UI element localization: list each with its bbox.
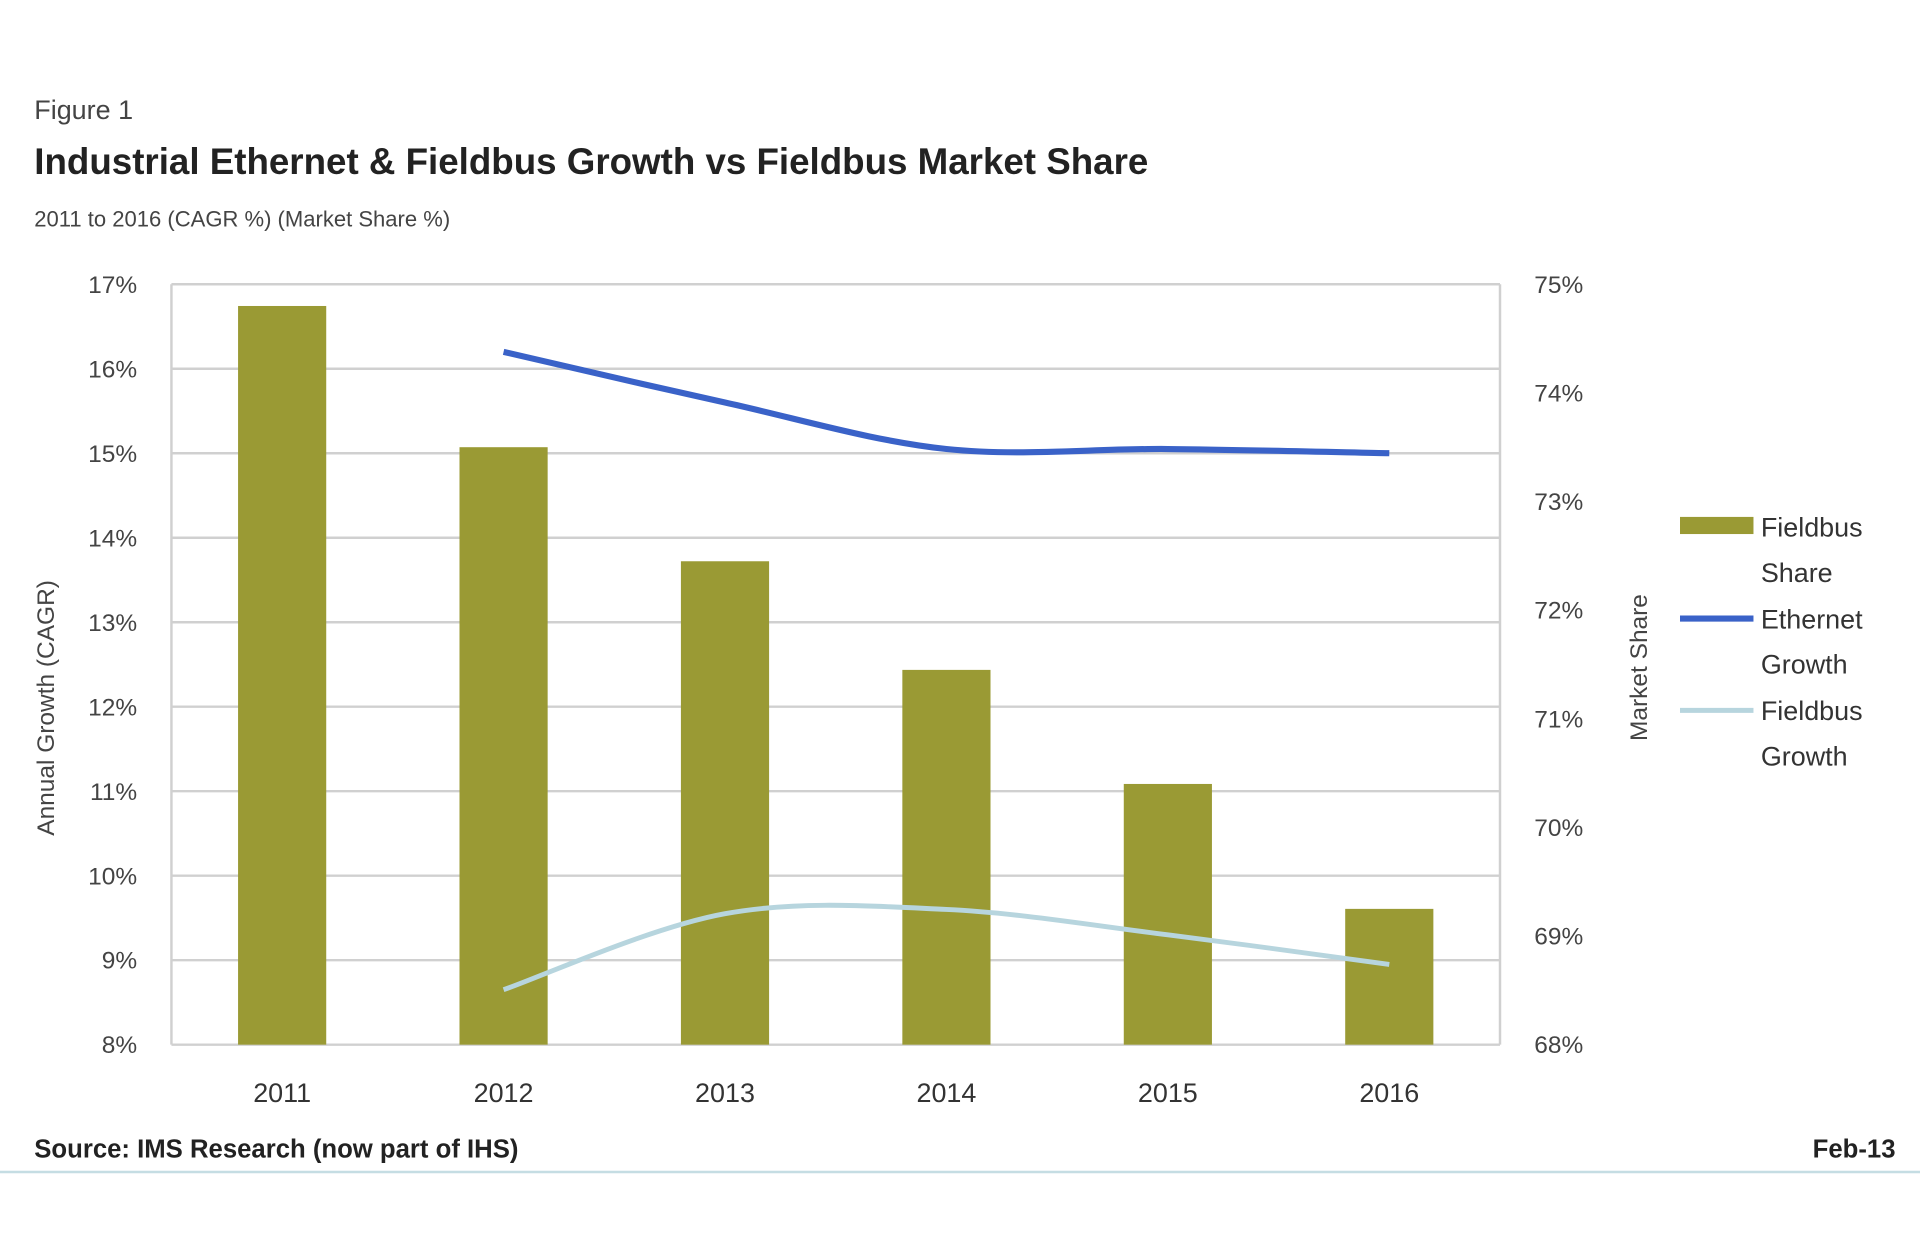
y-tick-label: 13% bbox=[88, 610, 137, 637]
figure-label: Figure 1 bbox=[34, 95, 133, 125]
bar-2014 bbox=[902, 669, 991, 1045]
y2-tick-label: 68% bbox=[1534, 1032, 1583, 1059]
legend-label: Growth bbox=[1761, 650, 1848, 680]
y2-tick-label: 73% bbox=[1534, 489, 1583, 516]
y-tick-label: 11% bbox=[90, 779, 137, 806]
bar-2013 bbox=[680, 561, 770, 1045]
x-tick-label: 2015 bbox=[1138, 1078, 1198, 1108]
x-tick-label: 2013 bbox=[695, 1078, 755, 1108]
legend-label: Growth bbox=[1761, 741, 1848, 771]
y-tick-label: 17% bbox=[88, 272, 137, 299]
y2-tick-label: 75% bbox=[1534, 272, 1583, 299]
bar-2012 bbox=[459, 447, 548, 1045]
date-note: Feb-13 bbox=[1813, 1135, 1896, 1163]
y2-axis-label: Market Share bbox=[1626, 594, 1653, 741]
y-tick-label: 16% bbox=[88, 356, 137, 383]
y2-tick-label: 74% bbox=[1534, 380, 1583, 407]
y-tick-label: 10% bbox=[88, 863, 137, 890]
gridlines bbox=[170, 283, 1502, 1046]
y2-tick-label: 70% bbox=[1534, 815, 1583, 842]
bar-2015 bbox=[1123, 783, 1212, 1045]
y-tick-label: 8% bbox=[102, 1032, 137, 1059]
tick-labels: 8% 9% 10% 11% 12% 13% 14% 15% 16% 17% 68% 69% 70% 71%… bbox=[88, 272, 1583, 1108]
x-tick-label: 2012 bbox=[474, 1078, 534, 1108]
legend-label: Ethernet bbox=[1761, 604, 1863, 634]
y2-tick-label: 71% bbox=[1534, 706, 1583, 733]
lines bbox=[502, 348, 1390, 993]
bars bbox=[238, 305, 1434, 1045]
y-tick-label: 15% bbox=[88, 441, 137, 468]
y2-tick-label: 72% bbox=[1534, 598, 1583, 625]
y-tick-label: 12% bbox=[88, 694, 137, 721]
chart-title: Industrial Ethernet & Fieldbus Growth vs… bbox=[34, 141, 1148, 182]
y-tick-label: 14% bbox=[88, 525, 137, 552]
bar-2011 bbox=[238, 305, 327, 1045]
line-fieldbus-growth bbox=[502, 902, 1390, 993]
bar-2016 bbox=[1345, 908, 1434, 1045]
legend: Fieldbus Share Ethernet Growth Fieldbus Growt… bbox=[1680, 513, 1863, 771]
x-tick-label: 2011 bbox=[253, 1078, 311, 1108]
legend-label: Fieldbus bbox=[1761, 696, 1863, 726]
y-axis-label: Annual Growth (CAGR) bbox=[33, 580, 60, 836]
y2-tick-label: 69% bbox=[1534, 924, 1583, 951]
legend-swatch bbox=[1680, 516, 1754, 535]
line-ethernet-growth bbox=[502, 348, 1390, 457]
x-tick-label: 2014 bbox=[916, 1078, 976, 1108]
legend-label: Share bbox=[1761, 558, 1833, 588]
chart-subtitle: 2011 to 2016 (CAGR %) (Market Share %) bbox=[34, 207, 450, 232]
x-tick-label: 2016 bbox=[1359, 1078, 1419, 1108]
y-tick-label: 9% bbox=[102, 948, 137, 975]
source-note: Source: IMS Research (now part of IHS) bbox=[34, 1135, 518, 1163]
legend-label: Fieldbus bbox=[1761, 513, 1863, 543]
